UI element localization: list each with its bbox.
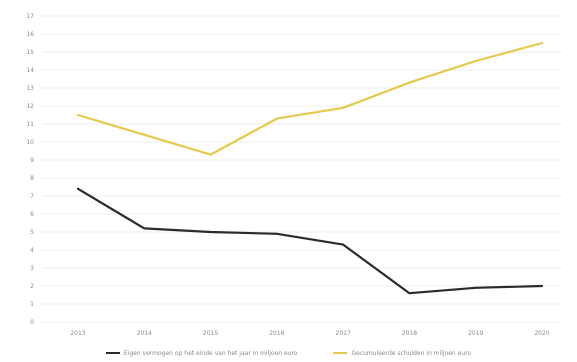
- legend-swatch: [105, 352, 120, 354]
- y-tick-label: 2: [30, 283, 34, 290]
- y-tick-label: 17: [26, 13, 34, 20]
- series-line-1: [76, 41, 544, 156]
- y-tick-label: 12: [26, 103, 34, 110]
- legend-label: Eigen vermogen op het einde van het jaar…: [123, 349, 298, 357]
- y-tick-label: 14: [26, 67, 34, 74]
- y-tick-label: 10: [26, 139, 34, 146]
- y-tick-label: 11: [26, 121, 34, 128]
- grid: [42, 15, 562, 323]
- y-tick-label: 5: [30, 229, 34, 236]
- y-tick-label: 4: [30, 247, 34, 254]
- legend-swatch: [333, 352, 348, 354]
- series-lines: [76, 41, 544, 295]
- y-tick-label: 16: [26, 31, 34, 38]
- x-tick-label: 2013: [70, 330, 85, 337]
- x-tick-label: 2018: [402, 330, 417, 337]
- y-tick-label: 7: [30, 193, 34, 200]
- series-line-0: [76, 187, 544, 295]
- y-tick-label: 8: [30, 175, 34, 182]
- x-tick-label: 2016: [269, 330, 284, 337]
- y-tick-label: 0: [30, 319, 34, 326]
- x-tick-label: 2017: [336, 330, 351, 337]
- y-tick-label: 9: [30, 157, 34, 164]
- y-tick-label: 15: [26, 49, 34, 56]
- legend-label: Gecumuleerde schulden in miljoen euro: [351, 349, 472, 357]
- legend: Eigen vermogen op het einde van het jaar…: [0, 347, 577, 359]
- y-tick-label: 6: [30, 211, 34, 218]
- x-tick-label: 2019: [468, 330, 483, 337]
- legend-item-series-1: Gecumuleerde schulden in miljoen euro: [333, 350, 471, 357]
- x-axis-ticks: 2013 2014 2015 2016 2017 2018 2019 2020: [70, 330, 549, 337]
- x-tick-label: 2014: [137, 330, 152, 337]
- legend-item-series-0: Eigen vermogen op het einde van het jaar…: [105, 349, 298, 357]
- x-tick-label: 2020: [534, 330, 549, 337]
- y-tick-label: 13: [26, 85, 34, 92]
- y-tick-label: 1: [30, 301, 34, 308]
- y-tick-label: 3: [30, 265, 34, 272]
- x-tick-label: 2015: [203, 330, 218, 337]
